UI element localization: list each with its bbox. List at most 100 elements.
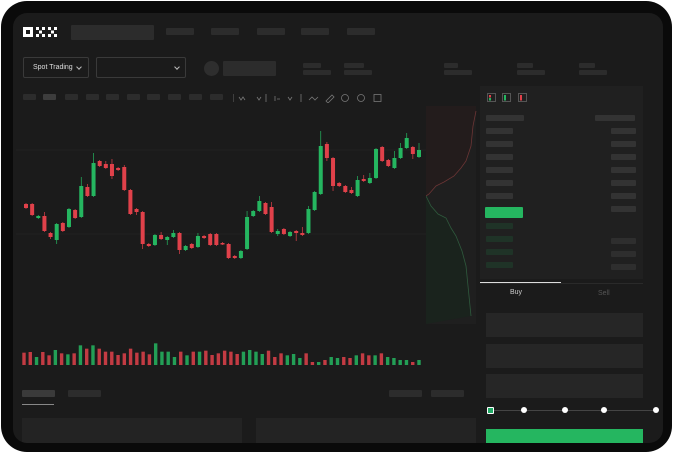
candle-body: [343, 186, 348, 192]
eye-icon: [357, 94, 365, 102]
timeframe-button[interactable]: [127, 94, 140, 100]
timeframe-button[interactable]: [65, 94, 78, 100]
stat-label: [579, 63, 595, 68]
candle: [183, 245, 188, 251]
volume-bar: [298, 358, 302, 365]
candle-body: [103, 164, 108, 168]
candle: [281, 228, 286, 235]
nav-item[interactable]: [257, 28, 285, 35]
pair-dropdown[interactable]: [96, 57, 186, 78]
nav-item[interactable]: [301, 28, 329, 35]
candle: [374, 148, 379, 179]
volume-bar: [216, 353, 221, 365]
timeframe-button[interactable]: [86, 94, 99, 100]
candle-body: [109, 164, 114, 176]
volume-bar: [41, 352, 45, 365]
order-book-view-toggles[interactable]: [487, 93, 532, 103]
candle: [257, 196, 262, 212]
nav-item[interactable]: [166, 28, 194, 35]
candle: [232, 255, 237, 259]
magnet-icon: [341, 94, 349, 102]
timeframe-button[interactable]: [23, 94, 36, 100]
volume-bar: [172, 357, 177, 365]
tab-buy[interactable]: Buy: [510, 289, 523, 296]
bid-price: [486, 249, 513, 255]
total-input[interactable]: [486, 374, 643, 398]
candle: [103, 161, 108, 169]
both-sides-view-icon: [487, 93, 496, 102]
tab-order-history[interactable]: [68, 390, 101, 397]
timeframe-button[interactable]: [147, 94, 160, 100]
nav-item[interactable]: [211, 28, 239, 35]
bid-amount: [611, 251, 636, 257]
volume-bar: [59, 353, 64, 365]
candle-body: [312, 192, 317, 210]
stat-label: [303, 63, 321, 68]
candle-body: [226, 244, 231, 258]
timeframe-button[interactable]: [168, 94, 181, 100]
volume-bar: [210, 355, 214, 365]
volume-bar: [254, 351, 258, 365]
candle: [42, 212, 47, 232]
volume-bar: [342, 357, 346, 365]
candle-body: [281, 229, 286, 234]
candle: [417, 143, 421, 158]
volume-bar: [248, 350, 252, 365]
volume-bar: [204, 350, 208, 365]
candle: [85, 184, 90, 197]
slider-stop[interactable]: [601, 407, 607, 413]
volume-bar: [160, 351, 164, 365]
candle: [269, 202, 274, 233]
volume-bar: [316, 362, 321, 365]
candle: [159, 232, 164, 240]
slider-stop[interactable]: [521, 407, 527, 413]
candle: [294, 230, 299, 241]
percentage-slider[interactable]: [487, 407, 659, 414]
candle-body: [177, 233, 182, 250]
volume-bar: [285, 355, 290, 365]
candlestick-chart[interactable]: [13, 13, 483, 373]
timeframe-button[interactable]: [189, 94, 202, 100]
tab-open-orders[interactable]: [22, 390, 55, 397]
volume-bar: [191, 351, 195, 365]
okx-logo[interactable]: [23, 26, 61, 38]
candle: [361, 175, 366, 182]
tab-sell[interactable]: Sell: [598, 290, 610, 297]
volume-bar: [329, 357, 333, 365]
slider-stop[interactable]: [653, 407, 659, 413]
nav-item[interactable]: [347, 28, 375, 35]
candle: [109, 159, 114, 179]
ask-amount: [611, 128, 636, 134]
bottom-action[interactable]: [389, 390, 422, 397]
timeframe-button[interactable]: [210, 94, 223, 100]
search-bar[interactable]: [71, 25, 154, 40]
candle: [97, 160, 102, 167]
ask-amount: [611, 141, 636, 147]
candle-body: [275, 231, 280, 234]
volume-bar: [404, 360, 409, 365]
candle: [220, 242, 225, 245]
price-input[interactable]: [486, 313, 643, 337]
candle-body: [331, 158, 336, 186]
volume-bar: [28, 352, 32, 365]
timeframe-button[interactable]: [106, 94, 119, 100]
slider-handle[interactable]: [487, 407, 494, 414]
stat-value: [444, 70, 472, 75]
timeframe-button[interactable]: [43, 94, 56, 100]
volume-bar: [135, 352, 139, 365]
slider-stop[interactable]: [562, 407, 568, 413]
buy-button[interactable]: [486, 429, 643, 443]
volume-bar: [47, 355, 51, 365]
bottom-action[interactable]: [431, 390, 464, 397]
volume-bar: [323, 360, 327, 365]
amount-input[interactable]: [486, 344, 643, 368]
bid-price: [486, 223, 513, 229]
candle: [410, 146, 415, 159]
candle: [380, 146, 385, 162]
candle-body: [195, 236, 200, 247]
volume-bar: [373, 355, 377, 365]
market-type-dropdown[interactable]: Spot Trading: [23, 57, 89, 78]
stat-label: [517, 63, 533, 68]
bids-view-icon: [502, 93, 511, 102]
ask-amount: [611, 193, 636, 199]
